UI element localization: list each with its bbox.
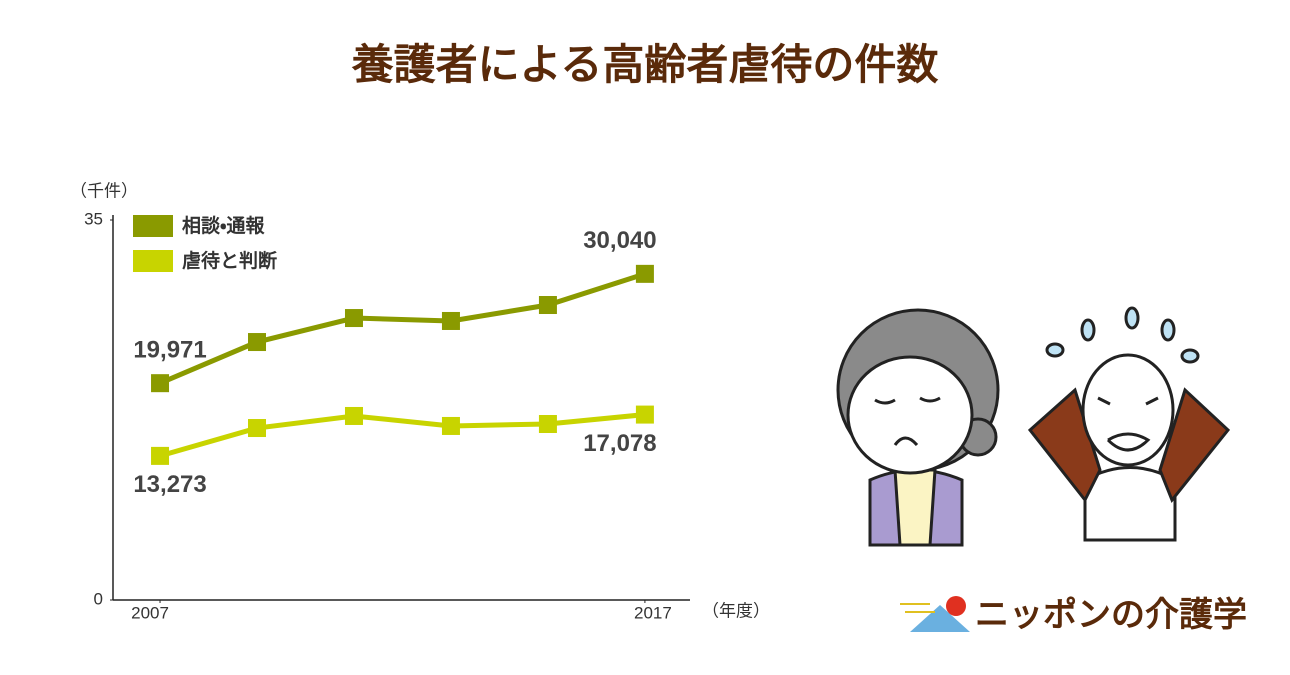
x-tick-label: 2007 bbox=[131, 603, 169, 622]
value-label: 30,040 bbox=[583, 227, 656, 254]
value-label: 19,971 bbox=[133, 337, 206, 364]
point-marker bbox=[441, 416, 460, 435]
point-marker bbox=[151, 374, 170, 393]
point-marker bbox=[635, 405, 654, 424]
point-marker bbox=[248, 333, 267, 352]
x-unit: （年度） bbox=[702, 601, 770, 620]
logo-mark bbox=[900, 596, 970, 632]
illustration-woman bbox=[836, 308, 1000, 547]
value-label: 13,273 bbox=[133, 471, 206, 498]
legend-swatch bbox=[133, 215, 173, 237]
point-marker bbox=[344, 309, 363, 328]
point-marker bbox=[538, 415, 557, 434]
point-marker bbox=[344, 406, 363, 425]
series-line bbox=[159, 271, 646, 386]
y-unit: （千件） bbox=[70, 181, 138, 200]
legend-swatch bbox=[133, 250, 173, 272]
point-marker bbox=[538, 296, 557, 315]
logo-text: ニッポンの介護学 bbox=[975, 595, 1247, 634]
value-label: 17,078 bbox=[583, 430, 656, 457]
legend-label: 虐待と判断 bbox=[182, 249, 277, 272]
x-tick-label: 2017 bbox=[634, 603, 672, 622]
legend-label: 相談・通報 bbox=[182, 214, 265, 237]
chart-title: 養護者による高齢者虐待の件数 bbox=[351, 41, 939, 88]
point-marker bbox=[248, 419, 267, 438]
point-marker bbox=[441, 311, 460, 330]
point-marker bbox=[635, 264, 654, 283]
point-marker bbox=[151, 446, 170, 465]
y-tick-label: 35 bbox=[84, 209, 103, 228]
y-tick-label: 0 bbox=[94, 589, 103, 608]
series-line bbox=[159, 412, 646, 459]
illustration-man bbox=[1027, 306, 1231, 542]
